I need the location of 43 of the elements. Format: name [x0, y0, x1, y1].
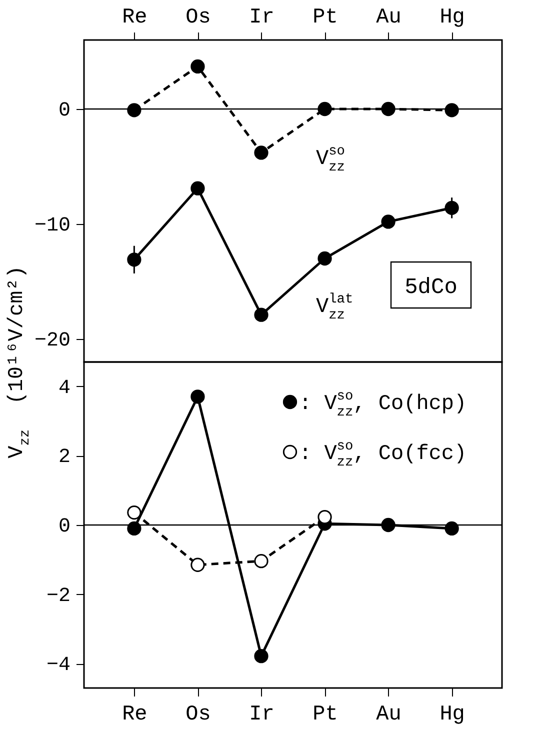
point — [318, 510, 332, 524]
y-tick-label: −10 — [34, 214, 70, 238]
y-tick-label: −2 — [46, 584, 70, 608]
point — [254, 308, 268, 322]
point — [254, 649, 268, 664]
point — [318, 102, 332, 116]
x-tick-label: Hg — [440, 704, 465, 726]
x-tick-label: Os — [186, 6, 211, 30]
point — [190, 558, 205, 572]
y-tick-label: 4 — [58, 376, 70, 400]
point — [127, 505, 142, 520]
x-tick-label: Hg — [440, 6, 465, 30]
point — [127, 103, 142, 118]
x-tick-label: Pt — [312, 6, 338, 30]
point — [444, 521, 459, 536]
point — [190, 59, 205, 74]
x-tick-label: Au — [376, 6, 402, 30]
point — [318, 251, 332, 266]
x-tick-label: Re — [122, 704, 148, 726]
y-tick-label: −4 — [46, 654, 70, 678]
point — [254, 146, 268, 160]
y-tick-label: 0 — [58, 516, 70, 538]
point — [190, 390, 205, 404]
point — [127, 252, 142, 267]
point — [444, 103, 459, 118]
y-tick-label: −20 — [34, 330, 70, 352]
x-tick-label: Au — [376, 704, 402, 726]
point — [381, 214, 396, 229]
x-tick-label: Ir — [249, 6, 274, 30]
point — [444, 200, 459, 215]
text: Vzz (10¹⁶V/cm²) — [6, 266, 34, 458]
x-tick-label: Ir — [249, 704, 274, 726]
x-tick-label: Pt — [312, 704, 338, 726]
point — [127, 521, 142, 536]
annotation: 5dCo — [404, 275, 458, 300]
y-tick-label: 0 — [58, 100, 70, 122]
point — [381, 518, 396, 532]
point — [254, 554, 268, 568]
y-tick-label: 2 — [58, 446, 70, 470]
point — [381, 102, 396, 116]
x-tick-label: Re — [122, 6, 148, 30]
x-tick-label: Os — [186, 704, 211, 726]
point — [190, 181, 205, 196]
